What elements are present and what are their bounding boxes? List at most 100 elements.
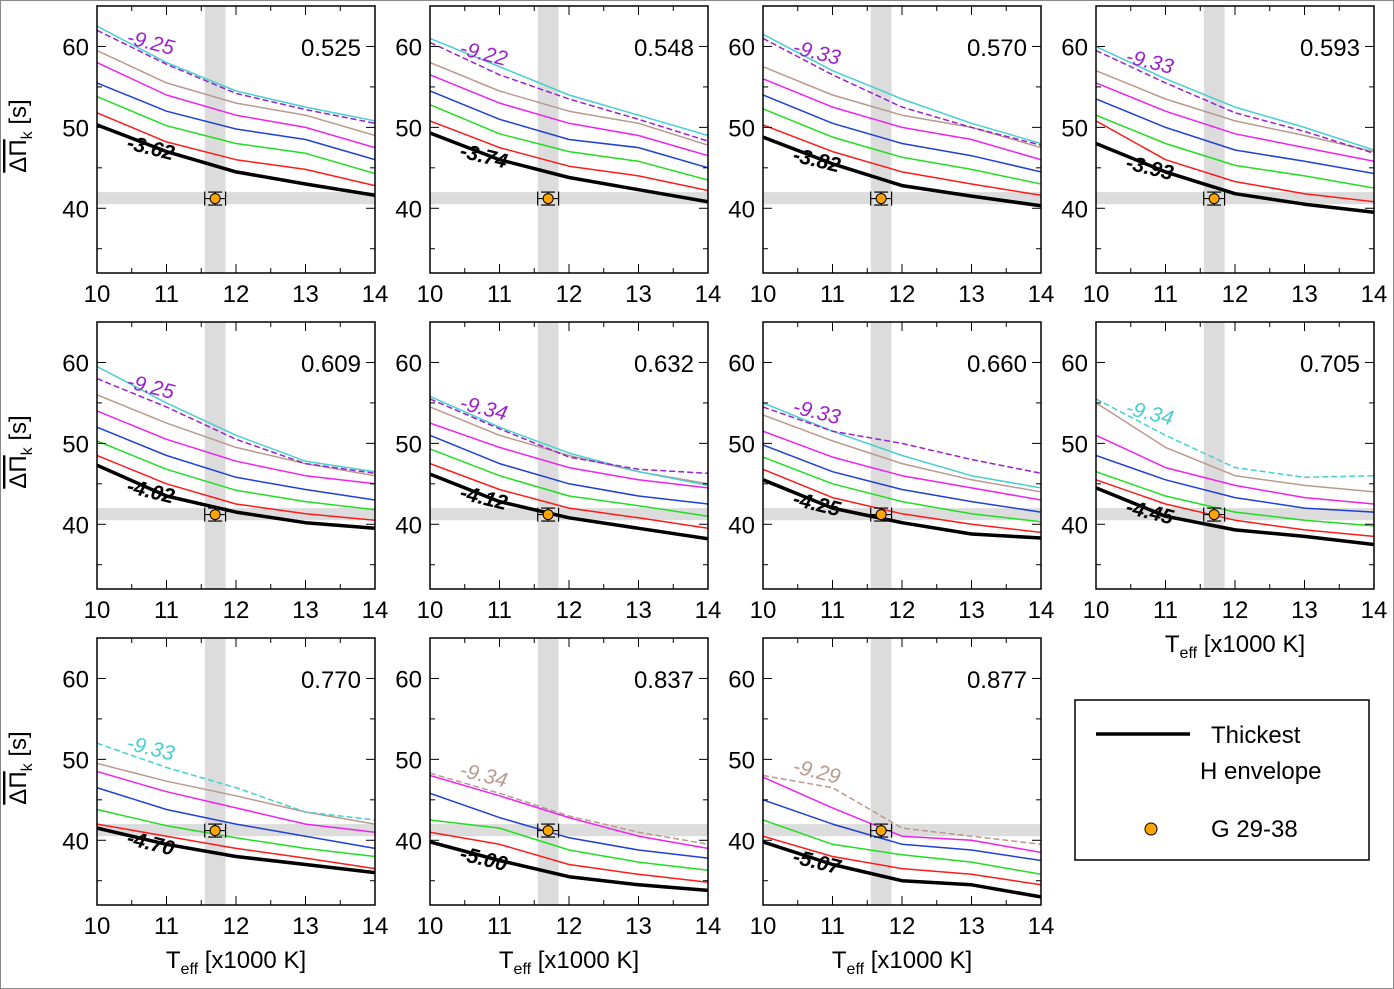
thick-curve-label: -4.02 (125, 475, 177, 509)
thick-curve-label: -3.82 (791, 144, 843, 178)
x-tick-label: 11 (487, 913, 512, 940)
y-tick-label: 40 (1061, 196, 1088, 223)
y-tick-label: 40 (728, 828, 755, 855)
plot-area (97, 6, 375, 273)
x-tick-label: 13 (292, 281, 319, 308)
mass-label: 0.570 (967, 35, 1027, 62)
legend-label-star: G 29-38 (1211, 816, 1298, 843)
y-tick-label: 60 (62, 666, 89, 693)
x-tick-label: 14 (1361, 281, 1388, 308)
x-tick-label: 12 (223, 281, 250, 308)
x-tick-label: 10 (750, 281, 777, 308)
y-tick-label: 40 (395, 512, 422, 539)
mass-label: 0.525 (301, 35, 361, 62)
x-tick-label: 14 (1028, 597, 1055, 624)
series-dashed (763, 774, 1041, 846)
legend-label-envelope: H envelope (1200, 758, 1321, 785)
panel-0.877: 10 11 12 13 14 40 50 60 0.877 -5.07 -9.29 Teff [x10… (728, 637, 1054, 978)
y-tick-label: 50 (728, 747, 755, 774)
series-green (430, 819, 708, 871)
plot-area (763, 638, 1041, 905)
thick-curve-label: -4.45 (1124, 496, 1176, 530)
y-tick-label: 60 (395, 666, 422, 693)
dashed-curve-label: -9.33 (791, 36, 843, 70)
x-tick-label: 13 (625, 597, 652, 624)
x-tick-label: 12 (889, 597, 916, 624)
plot-area (430, 6, 708, 273)
y-tick-label: 50 (1061, 115, 1088, 142)
x-tick-label: 13 (625, 281, 652, 308)
x-tick-label: 11 (820, 913, 845, 940)
mass-label: 0.632 (634, 351, 694, 378)
series-tan (763, 66, 1041, 149)
x-tick-label: 14 (362, 281, 389, 308)
legend-label-thickest: Thickest (1211, 722, 1301, 749)
thick-curve-label: -3.62 (125, 131, 177, 165)
x-axis-title: Teff [x1000 K] (1165, 631, 1305, 662)
series-red (97, 823, 375, 870)
observation-point (1208, 509, 1220, 521)
x-tick-label: 12 (1222, 597, 1249, 624)
series-red (1096, 479, 1374, 538)
series-blue (763, 94, 1041, 173)
x-tick-label: 14 (1361, 597, 1388, 624)
dashed-curve-label: -9.33 (1124, 45, 1176, 79)
y-tick-label: 50 (62, 431, 89, 458)
x-tick-label: 13 (1291, 281, 1318, 308)
plot-area (97, 638, 375, 905)
y-tick-label: 60 (1061, 34, 1088, 61)
series-magenta (430, 774, 708, 850)
series-magenta (97, 770, 375, 833)
y-tick-label: 40 (62, 512, 89, 539)
spacing-band (97, 508, 375, 521)
x-tick-label: 11 (820, 597, 845, 624)
x-tick-label: 10 (84, 281, 111, 308)
y-tick-label: 40 (728, 196, 755, 223)
dashed-curve-label: -9.29 (791, 755, 843, 789)
spacing-band (763, 192, 1041, 205)
teff-band (537, 638, 559, 905)
mass-label: 0.660 (967, 351, 1027, 378)
series-red (97, 454, 375, 521)
x-tick-label: 11 (154, 597, 179, 624)
teff-band (204, 6, 226, 273)
x-tick-label: 10 (417, 597, 444, 624)
series-thick (97, 826, 375, 875)
series-dashed (763, 406, 1041, 475)
x-tick-label: 10 (417, 913, 444, 940)
series-thick (97, 463, 375, 531)
y-axis-title: ΔΠk [s] (5, 99, 36, 172)
mass-label: 0.877 (967, 667, 1027, 694)
series-tan (97, 762, 375, 825)
x-tick-label: 12 (556, 597, 583, 624)
y-tick-label: 60 (395, 350, 422, 377)
spacing-band (97, 192, 375, 205)
x-tick-label: 13 (958, 281, 985, 308)
series-thick (763, 840, 1041, 899)
panel-0.593: 10 11 12 13 14 40 50 60 0.593 -3.93 -9.33 (1061, 5, 1388, 308)
x-tick-label: 14 (362, 913, 389, 940)
x-tick-label: 14 (1028, 281, 1055, 308)
spacing-band (97, 824, 375, 837)
series-blue (1096, 454, 1374, 513)
y-tick-label: 60 (62, 350, 89, 377)
x-tick-label: 13 (1291, 597, 1318, 624)
y-tick-label: 50 (62, 115, 89, 142)
plot-area (430, 322, 708, 589)
x-tick-label: 12 (556, 913, 583, 940)
mass-label: 0.609 (301, 351, 361, 378)
y-tick-label: 50 (1061, 431, 1088, 458)
observation-point (542, 193, 554, 205)
series-dashed (763, 37, 1041, 146)
x-tick-label: 14 (695, 281, 722, 308)
series-thick (763, 135, 1041, 208)
series-red (763, 468, 1041, 534)
legend: Thickest H envelope G 29-38 (1074, 699, 1370, 861)
series-tan (763, 414, 1041, 493)
y-tick-label: 50 (395, 115, 422, 142)
series-blue (97, 786, 375, 850)
series-green (430, 448, 708, 517)
